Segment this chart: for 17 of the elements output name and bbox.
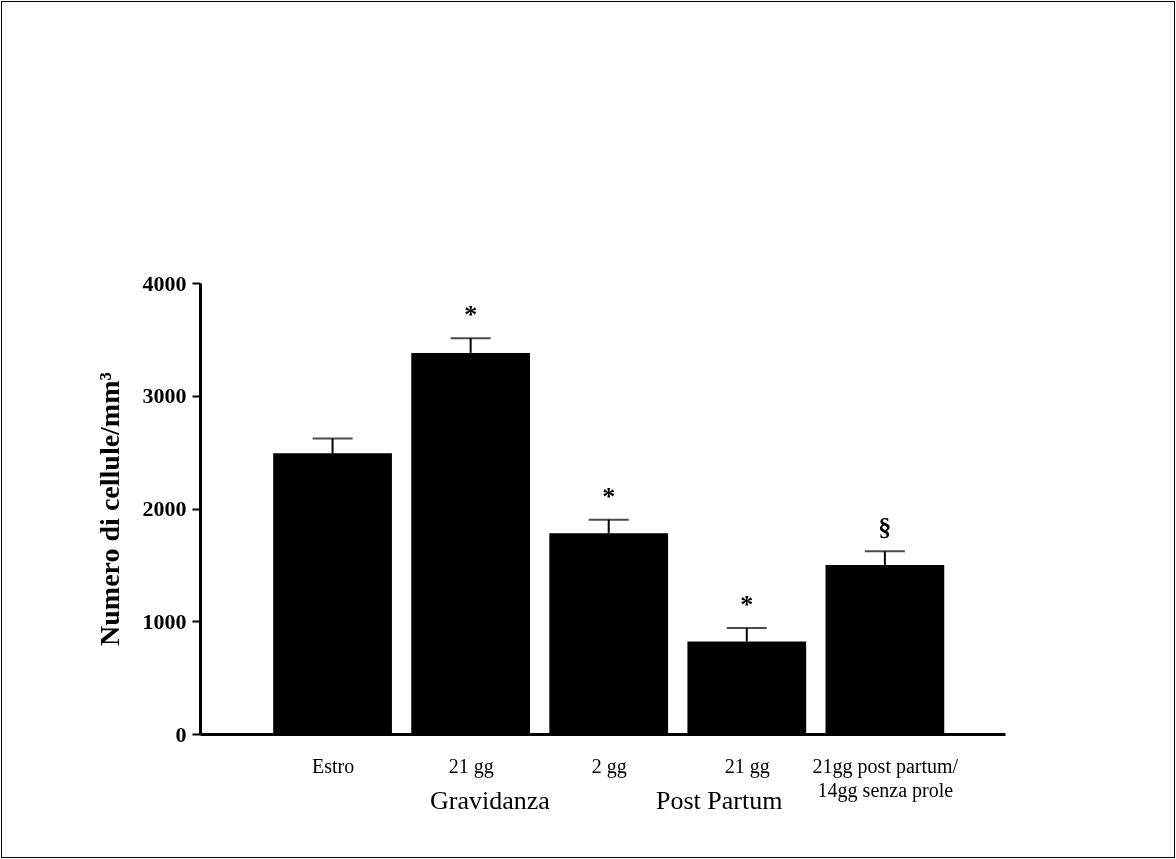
y-tick-label: 2000 [142,496,187,521]
x-tick-label: 21 gg [448,754,494,778]
x-tick-label: 2 gg [591,754,627,778]
y-tick-label: 4000 [142,270,187,296]
y-tick-label: 1000 [142,608,187,634]
text: Post Partum [655,786,783,815]
y-tick-label: 3000 [142,383,187,409]
x-tick-label: Estro [311,754,355,777]
text: Gravidanza [430,786,551,815]
data-label: * [740,590,754,620]
data-label: * [464,300,478,330]
y-tick-label: 0 [175,721,187,747]
x-tick-label: 21 gg [724,754,770,778]
x-tick-label: 21gg post partum/ 14gg senza prole [812,754,959,802]
data-label: § [878,513,892,543]
y-axis-title: Numero di cellule/mm³ [93,372,125,646]
data-label: * [602,481,616,511]
